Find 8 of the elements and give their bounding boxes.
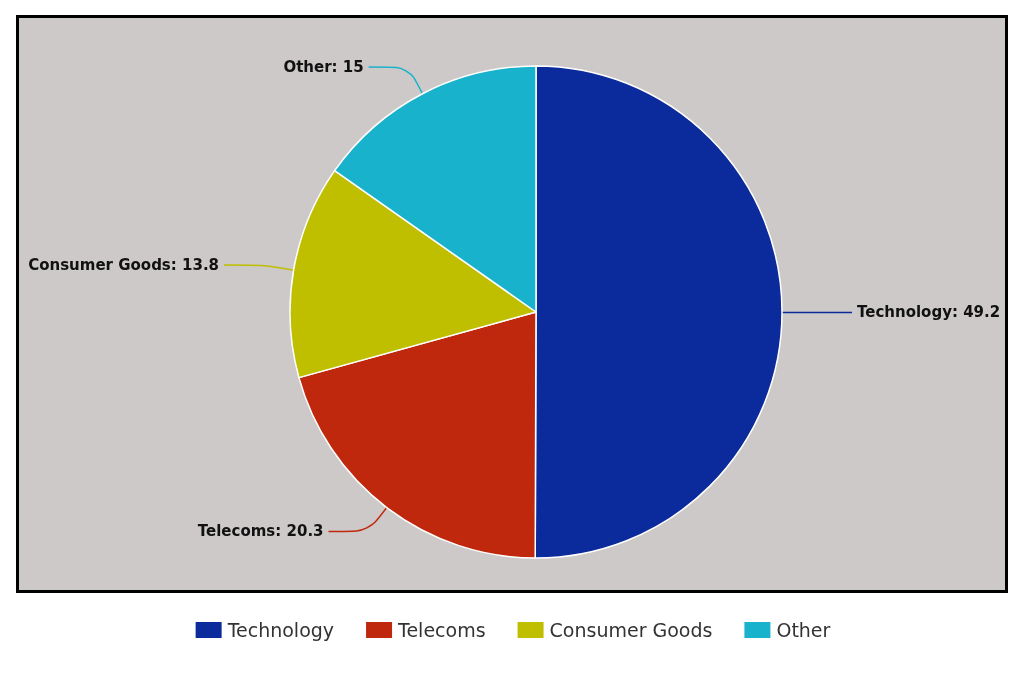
data-label: Telecoms: 20.3	[197, 522, 324, 541]
legend-label: Technology	[226, 619, 335, 641]
legend-label: Consumer Goods	[549, 619, 713, 641]
legend-label: Telecoms	[397, 619, 486, 641]
data-label: Other: 15	[283, 58, 364, 77]
data-label: Technology: 49.2	[857, 303, 1001, 322]
data-label: Consumer Goods: 13.8	[28, 256, 220, 275]
legend-label: Other	[776, 619, 831, 641]
